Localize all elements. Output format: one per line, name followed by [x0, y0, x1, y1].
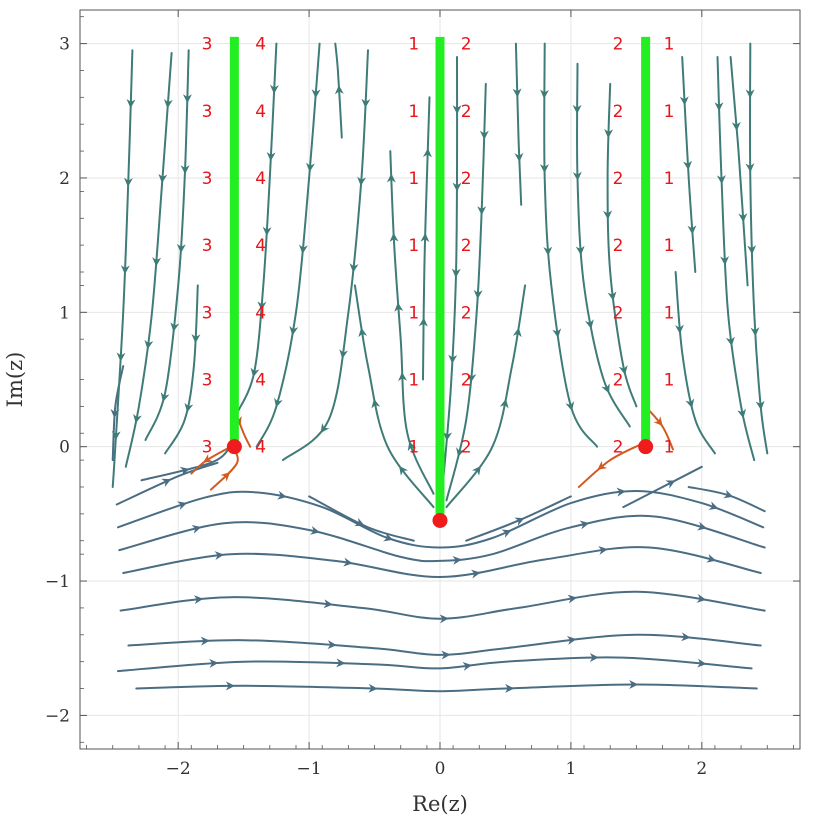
streamline	[335, 44, 342, 138]
sheet-label: 2	[461, 371, 472, 391]
x-tick-label: 1	[565, 759, 576, 779]
sheet-label: 1	[408, 371, 419, 391]
sheet-label: 2	[613, 35, 624, 55]
sheet-label: 1	[664, 303, 675, 323]
sheet-label: 1	[664, 102, 675, 122]
y-tick-label: 2	[59, 169, 70, 189]
sheet-label: 2	[461, 236, 472, 256]
sheet-label: 2	[613, 371, 624, 391]
x-tick-label: −2	[166, 759, 191, 779]
streamline	[126, 53, 172, 467]
sheet-label: 2	[613, 236, 624, 256]
streamline	[750, 44, 767, 454]
streamline	[123, 547, 761, 577]
sheet-label: 1	[664, 371, 675, 391]
streamline	[466, 496, 571, 540]
sheet-label: 2	[613, 102, 624, 122]
x-axis-label: Re(z)	[412, 792, 468, 816]
sheet-label: 1	[408, 303, 419, 323]
sheet-label: 4	[255, 102, 266, 122]
sheet-label: 1	[408, 169, 419, 189]
sheet-label: 1	[408, 102, 419, 122]
streamline	[283, 50, 368, 460]
sheet-label: 2	[461, 303, 472, 323]
sheet-label: 3	[202, 303, 213, 323]
critical-point	[227, 439, 242, 454]
streamline	[118, 657, 752, 671]
streamline	[423, 97, 430, 379]
x-tick-label: 0	[435, 759, 446, 779]
branch-cuts	[234, 37, 645, 514]
y-tick-label: 0	[59, 438, 70, 458]
y-tick-label: −2	[45, 706, 70, 726]
streamline	[579, 444, 642, 487]
sheet-label: 1	[664, 236, 675, 256]
streamline	[447, 285, 526, 507]
sheet-label: 1	[664, 438, 675, 458]
sheet-label: 2	[613, 438, 624, 458]
sheet-label: 2	[461, 169, 472, 189]
streamline	[443, 57, 457, 487]
sheet-label: 4	[255, 371, 266, 391]
critical-point	[433, 513, 448, 528]
y-tick-label: 1	[59, 303, 70, 323]
sheet-label: 4	[255, 438, 266, 458]
sheet-label: 2	[461, 102, 472, 122]
sheet-label: 4	[255, 35, 266, 55]
sheet-label: 3	[202, 35, 213, 55]
sheet-label: 1	[408, 438, 419, 458]
sheet-label: 1	[408, 236, 419, 256]
sheet-label: 3	[202, 438, 213, 458]
streamline	[676, 272, 715, 453]
sheet-label: 1	[664, 35, 675, 55]
x-tick-label: −1	[297, 759, 322, 779]
sheet-label: 4	[255, 236, 266, 256]
streamline	[121, 592, 765, 619]
sheet-label: 2	[613, 169, 624, 189]
streamline	[113, 50, 133, 487]
y-axis-label: Im(z)	[3, 352, 27, 408]
streamline	[136, 685, 757, 692]
sheet-label: 1	[408, 35, 419, 55]
streamline	[516, 44, 521, 205]
y-tick-label: −1	[45, 572, 70, 592]
sheet-label: 3	[202, 236, 213, 256]
streamline	[128, 635, 760, 655]
critical-point	[638, 439, 653, 454]
sheet-label: 4	[255, 169, 266, 189]
sheet-label: 2	[613, 303, 624, 323]
streamline	[682, 57, 695, 272]
streamline	[237, 44, 276, 414]
y-tick-label: 3	[59, 35, 70, 55]
sheet-label: 2	[461, 438, 472, 458]
streamline	[689, 487, 765, 511]
sheet-label: 4	[255, 303, 266, 323]
streamline	[355, 285, 434, 507]
sheet-label: 2	[461, 35, 472, 55]
x-tick-label: 2	[696, 759, 707, 779]
sheet-label: 3	[202, 102, 213, 122]
sheet-label: 3	[202, 371, 213, 391]
sheet-label: 1	[664, 169, 675, 189]
streamline	[731, 57, 748, 285]
sheet-label: 3	[202, 169, 213, 189]
